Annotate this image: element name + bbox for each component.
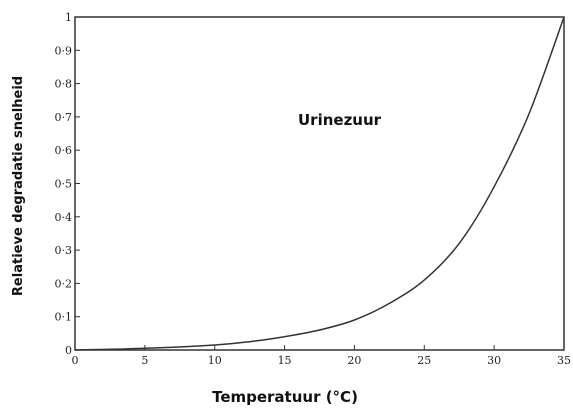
plot-frame: [74, 16, 565, 351]
y-tick-label: 0·2: [55, 277, 73, 290]
x-tick-label: 15: [278, 354, 292, 367]
x-tick-label: 10: [208, 354, 222, 367]
y-tick-label: 0·8: [55, 78, 73, 91]
y-tick-label: 0·5: [55, 178, 73, 191]
y-tick-label: 0: [65, 344, 72, 357]
y-tick-label: 0·7: [55, 111, 73, 124]
y-tick-label: 0·4: [55, 211, 73, 224]
x-tick-label: 30: [487, 354, 501, 367]
data-points: [74, 16, 566, 352]
x-tick-label: 0: [72, 354, 79, 367]
x-tick-label: 35: [557, 354, 571, 367]
x-axis-label: Temperatuur (°C): [212, 388, 358, 406]
series-line: [74, 16, 565, 351]
chart-annotation: Urinezuur: [298, 111, 382, 129]
x-tick-label: 20: [347, 354, 361, 367]
y-axis-ticks: 0 0·1 0·2 0·3 0·4 0·5 0·6 0·7 0·8 0·9 1: [55, 11, 80, 357]
y-axis-label: Relatieve degradatie snelheid: [11, 76, 26, 296]
y-tick-label: 0·9: [55, 44, 73, 57]
y-tick-label: 0·1: [55, 311, 73, 324]
x-tick-label: 5: [141, 354, 148, 367]
x-tick-label: 25: [417, 354, 431, 367]
x-axis-ticks: 0 5 10 15 20 25 30 35: [72, 345, 571, 367]
y-tick-label: 0·3: [55, 244, 73, 257]
y-tick-label: 0·6: [55, 144, 73, 157]
y-tick-label: 1: [65, 11, 72, 24]
